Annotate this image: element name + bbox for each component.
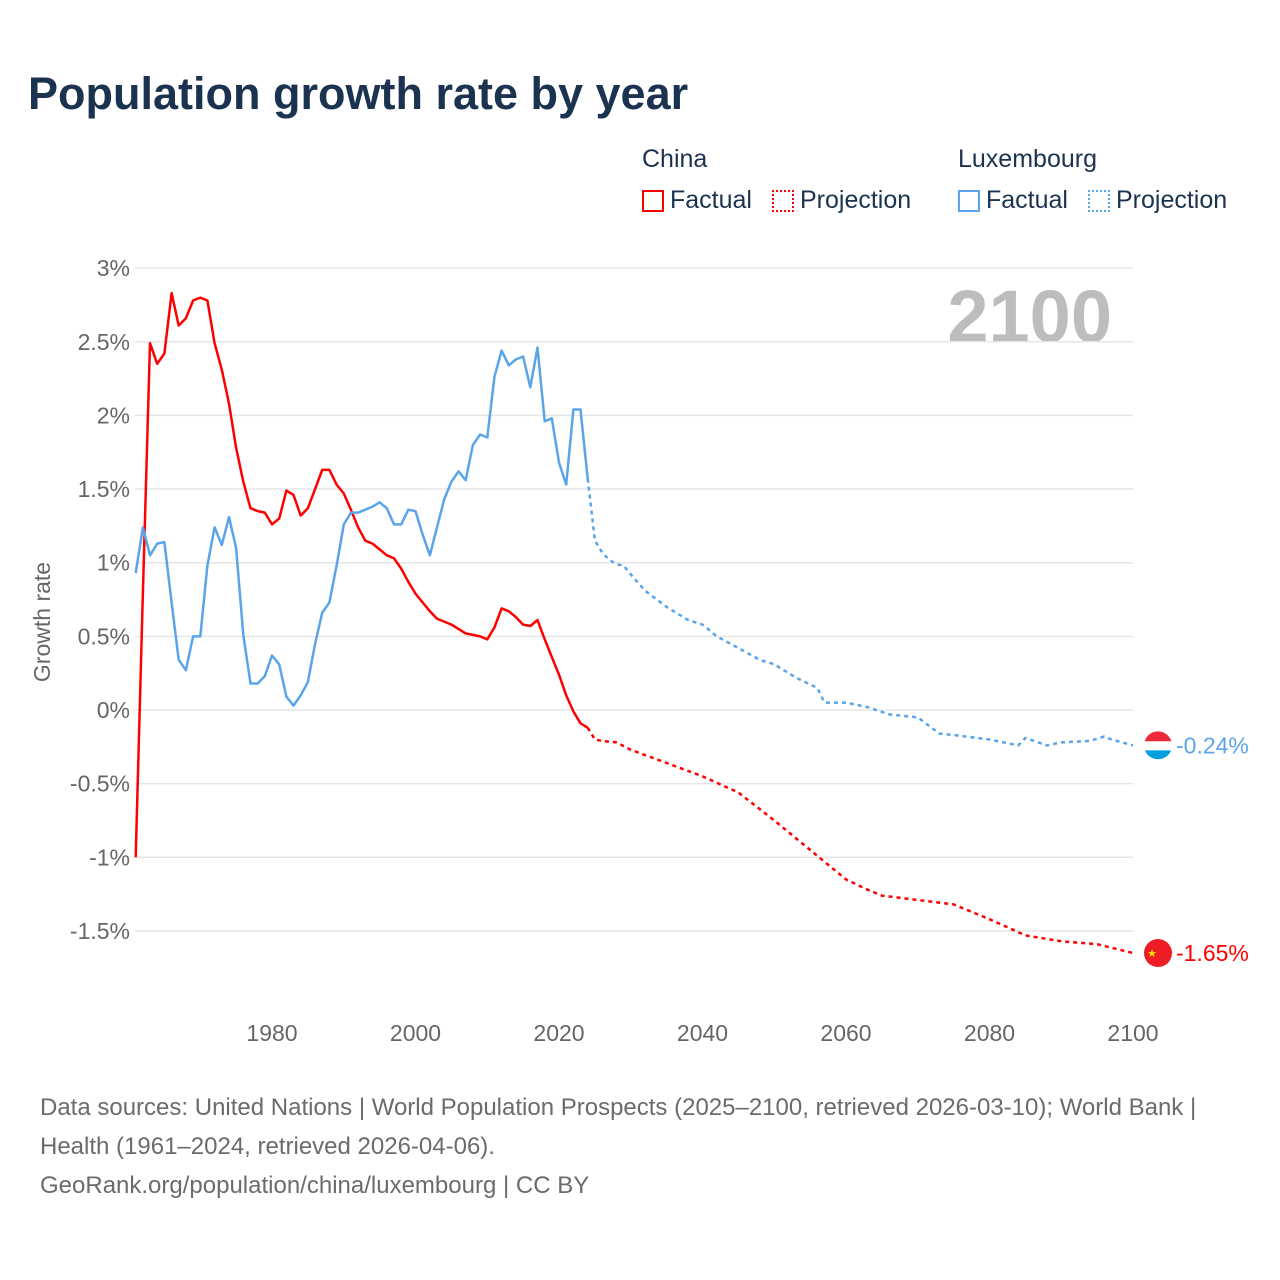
legend-group-title: Luxembourg — [958, 145, 1097, 173]
legend-china: China Factual Projection — [642, 145, 925, 215]
legend-label: Projection — [799, 186, 912, 214]
y-tick-label: -1% — [89, 844, 130, 870]
flag-stripe — [1144, 741, 1172, 751]
legend-luxembourg-projection[interactable]: Projection — [1087, 186, 1228, 215]
luxembourg-flag-icon — [1144, 731, 1172, 742]
china-end-label: -1.65% — [1176, 940, 1249, 966]
x-tick-label: 2100 — [1107, 1020, 1158, 1046]
y-tick-label: 2% — [97, 402, 130, 428]
y-tick-label: 0% — [97, 697, 130, 723]
y-tick-label: 2.5% — [78, 329, 130, 355]
x-tick-label: 2020 — [533, 1020, 584, 1046]
y-tick-label: -0.5% — [70, 771, 130, 797]
legend-label: Factual — [670, 186, 752, 214]
flag-star-icon: ★ — [1147, 948, 1157, 960]
y-tick-label: 1% — [97, 550, 130, 576]
source-line: Data sources: United Nations | World Pop… — [40, 1094, 1197, 1160]
y-tick-label: 0.5% — [78, 623, 130, 649]
x-tick-label: 2060 — [820, 1020, 871, 1046]
legend-swatch-dotted — [771, 189, 794, 212]
x-tick-label: 2040 — [677, 1020, 728, 1046]
y-tick-label: 1.5% — [78, 476, 130, 502]
legend-swatch-dotted — [1087, 189, 1110, 212]
y-tick-label: -1.5% — [70, 918, 130, 944]
y-axis-label: Growth rate — [29, 562, 55, 682]
china-projection-line — [586, 727, 1134, 955]
chart-title: Population growth rate by year — [28, 68, 689, 119]
source-note: Data sources: United Nations | World Pop… — [40, 1088, 1240, 1205]
luxembourg-factual-line — [134, 346, 589, 707]
y-tick-label: 3% — [97, 255, 130, 281]
china-factual-line — [134, 291, 589, 858]
flag-stripe — [1144, 750, 1172, 760]
legend-china-projection[interactable]: Projection — [771, 186, 912, 215]
legend-swatch-solid — [958, 189, 980, 212]
year-watermark: 2100 — [947, 275, 1112, 358]
x-tick-label: 2000 — [390, 1020, 441, 1046]
luxembourg-projection-line — [586, 478, 1134, 747]
credit-line: GeoRank.org/population/china/luxembourg … — [40, 1172, 590, 1199]
legend-china-factual[interactable]: Factual — [642, 186, 752, 215]
legend-label: Projection — [1115, 186, 1228, 214]
legend-luxembourg: Luxembourg Factual Projection — [958, 145, 1241, 215]
legend-label: Factual — [986, 186, 1068, 214]
x-tick-label: 1980 — [246, 1020, 297, 1046]
legend-group-title: China — [642, 145, 708, 173]
legend-luxembourg-factual[interactable]: Factual — [958, 186, 1068, 215]
china-flag-icon — [1144, 939, 1172, 968]
x-tick-label: 2080 — [964, 1020, 1015, 1046]
legend-swatch-solid — [642, 189, 664, 212]
luxembourg-end-label: -0.24% — [1176, 732, 1249, 758]
